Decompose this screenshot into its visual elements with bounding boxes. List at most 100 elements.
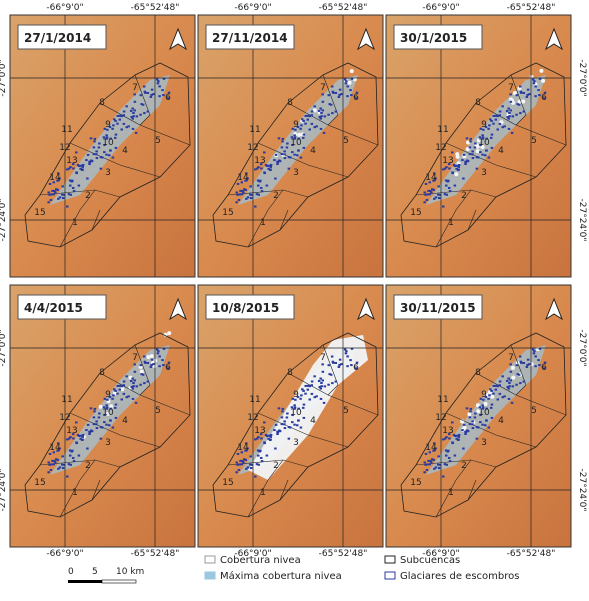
lon-label: -65°52'48" bbox=[319, 549, 368, 559]
rock-glacier bbox=[349, 359, 352, 362]
subbasin-number: 2 bbox=[273, 191, 279, 201]
subbasin-number: 9 bbox=[481, 120, 487, 130]
subbasin-number: 4 bbox=[122, 146, 128, 156]
date-box bbox=[205, 24, 295, 50]
rock-glacier bbox=[280, 423, 284, 426]
rock-glacier bbox=[127, 395, 130, 398]
rock-glacier bbox=[299, 426, 303, 429]
rock-glacier bbox=[67, 193, 71, 196]
subbasin-number: 1 bbox=[72, 218, 78, 228]
rock-glacier bbox=[155, 78, 159, 81]
rock-glacier bbox=[519, 382, 522, 385]
rock-glacier bbox=[297, 419, 300, 422]
rock-glacier bbox=[506, 116, 510, 119]
rock-glacier bbox=[542, 367, 546, 370]
rock-glacier bbox=[300, 124, 303, 127]
rock-glacier bbox=[71, 163, 75, 166]
rock-glacier bbox=[526, 358, 530, 361]
rock-glacier bbox=[301, 406, 305, 409]
rock-glacier bbox=[120, 398, 123, 401]
rock-glacier bbox=[462, 423, 466, 426]
rock-glacier bbox=[109, 419, 112, 422]
rock-glacier bbox=[280, 153, 284, 156]
rock-glacier bbox=[290, 406, 294, 409]
rock-glacier bbox=[114, 119, 117, 122]
rock-glacier bbox=[328, 103, 331, 106]
snow-cover bbox=[508, 97, 513, 102]
subbasin-number: 9 bbox=[293, 390, 299, 400]
rock-glacier bbox=[239, 459, 242, 462]
lon-label: -65°52'48" bbox=[319, 3, 368, 13]
rock-glacier bbox=[158, 355, 161, 358]
rock-glacier bbox=[501, 375, 504, 378]
rock-glacier bbox=[122, 392, 126, 395]
rock-glacier bbox=[317, 379, 321, 382]
rock-glacier bbox=[533, 350, 536, 353]
rock-glacier bbox=[293, 136, 297, 139]
rock-glacier bbox=[313, 126, 316, 129]
subbasin-number: 8 bbox=[99, 98, 105, 108]
subbasin-number: 14 bbox=[425, 443, 437, 453]
subbasin-number: 12 bbox=[435, 413, 446, 423]
rock-glacier bbox=[519, 360, 523, 363]
rock-glacier bbox=[498, 122, 502, 125]
rock-glacier bbox=[538, 364, 541, 367]
rock-glacier bbox=[113, 118, 116, 121]
rock-glacier bbox=[86, 177, 89, 180]
rock-glacier bbox=[86, 447, 89, 450]
rock-glacier bbox=[285, 146, 289, 149]
rock-glacier bbox=[319, 127, 323, 130]
subbasin-number: 8 bbox=[99, 368, 105, 378]
rock-glacier bbox=[330, 85, 334, 88]
rock-glacier bbox=[492, 384, 496, 387]
rock-glacier bbox=[167, 91, 171, 94]
rock-glacier bbox=[255, 463, 259, 466]
rock-glacier bbox=[478, 136, 482, 139]
subbasin-number: 12 bbox=[247, 413, 258, 423]
rock-glacier bbox=[479, 421, 482, 424]
rock-glacier bbox=[156, 352, 160, 355]
rock-glacier bbox=[534, 365, 537, 368]
rock-glacier bbox=[57, 467, 60, 470]
rock-glacier bbox=[236, 182, 240, 185]
rock-glacier bbox=[281, 137, 285, 140]
snow-cover bbox=[466, 140, 471, 145]
legend-swatch bbox=[384, 555, 396, 564]
rock-glacier bbox=[269, 435, 273, 438]
rock-glacier bbox=[240, 181, 244, 184]
rock-glacier bbox=[490, 389, 493, 392]
rock-glacier bbox=[265, 435, 269, 438]
rock-glacier bbox=[436, 463, 440, 466]
rock-glacier bbox=[431, 458, 434, 461]
rock-glacier bbox=[526, 88, 530, 91]
rock-glacier bbox=[97, 146, 101, 149]
rock-glacier bbox=[469, 140, 472, 143]
rock-glacier bbox=[48, 182, 52, 185]
rock-glacier bbox=[331, 91, 335, 94]
rock-glacier bbox=[313, 375, 316, 378]
subbasin-number: 1 bbox=[260, 488, 266, 498]
north-arrow bbox=[356, 27, 376, 51]
rock-glacier bbox=[72, 460, 76, 463]
rock-glacier bbox=[56, 172, 60, 175]
rock-glacier bbox=[291, 414, 294, 417]
rock-glacier bbox=[93, 137, 97, 140]
rock-glacier bbox=[75, 441, 78, 444]
subbasin-number: 15 bbox=[34, 478, 45, 488]
rock-glacier bbox=[426, 193, 429, 196]
rock-glacier bbox=[61, 185, 64, 188]
rock-glacier bbox=[246, 177, 249, 180]
rock-glacier bbox=[47, 471, 50, 474]
rock-glacier bbox=[479, 151, 482, 154]
rock-glacier bbox=[111, 397, 114, 400]
rock-glacier bbox=[543, 91, 547, 94]
rock-glacier bbox=[355, 361, 359, 364]
date-label: 27/11/2014 bbox=[212, 31, 288, 45]
rock-glacier bbox=[268, 438, 272, 441]
rock-glacier bbox=[498, 114, 501, 117]
rock-glacier bbox=[62, 193, 66, 196]
rock-glacier bbox=[141, 103, 145, 106]
subbasin-outline bbox=[445, 142, 537, 178]
